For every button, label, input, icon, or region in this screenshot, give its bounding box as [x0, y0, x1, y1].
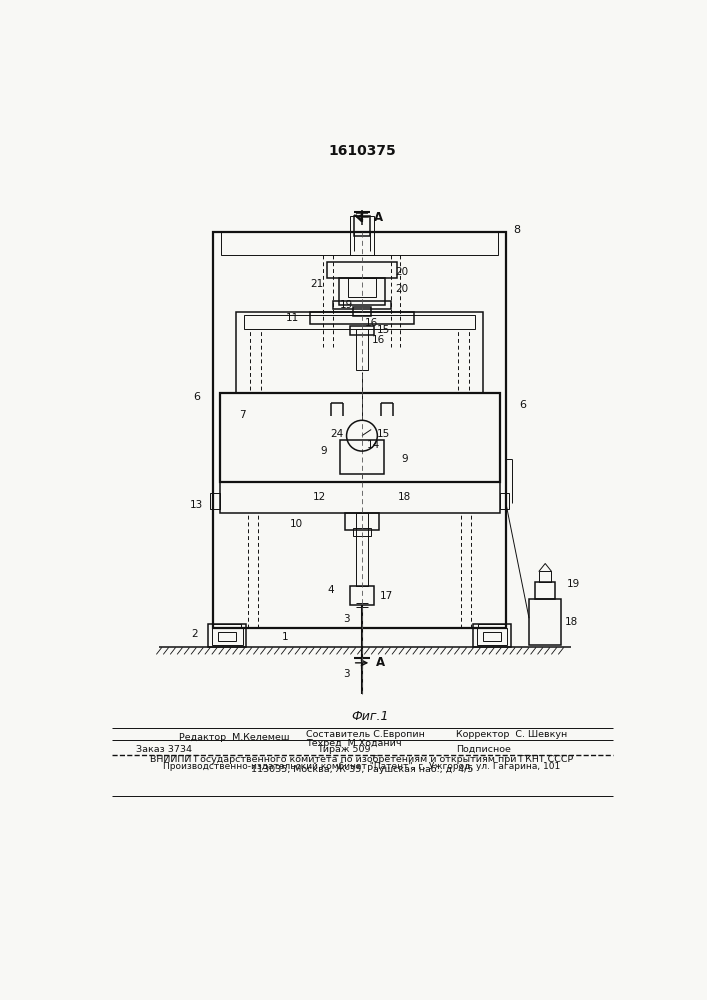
Text: Заказ 3734: Заказ 3734: [136, 745, 192, 754]
Bar: [348, 278, 376, 297]
Bar: [473, 624, 511, 647]
Text: Тираж 509: Тираж 509: [317, 745, 370, 754]
Text: Составитель С.Европин: Составитель С.Европин: [305, 730, 425, 739]
Text: 7: 7: [239, 410, 246, 420]
Text: 9: 9: [320, 446, 327, 456]
Text: 11: 11: [286, 313, 299, 323]
Bar: [345, 513, 379, 530]
Bar: [244, 315, 475, 329]
Text: 9: 9: [401, 454, 408, 464]
Text: 1: 1: [281, 632, 288, 642]
Text: 15: 15: [377, 325, 390, 335]
Bar: [221, 232, 498, 255]
Text: Техред  М.Ходанич: Техред М.Ходанич: [305, 739, 402, 748]
Text: 4: 4: [328, 585, 334, 595]
Text: 10: 10: [290, 519, 303, 529]
Bar: [214, 232, 506, 628]
Text: Редактор  М.Келемеш: Редактор М.Келемеш: [179, 733, 289, 742]
Text: 15: 15: [377, 429, 390, 439]
Text: 17: 17: [380, 591, 393, 601]
Bar: [356, 513, 368, 586]
Text: ВНИИПИ Государственного комитета по изобретениям и открытиям при ГКНТ СССР: ВНИИПИ Государственного комитета по изоб…: [151, 755, 573, 764]
Bar: [208, 624, 247, 647]
Text: 113035, Москва, Ж-35, Раушская наб., д. 4/5: 113035, Москва, Ж-35, Раушская наб., д. …: [251, 765, 473, 774]
Bar: [354, 216, 370, 235]
Bar: [539, 571, 551, 582]
Text: 20: 20: [395, 267, 409, 277]
Bar: [210, 493, 219, 509]
Text: 6: 6: [520, 400, 527, 410]
Bar: [333, 301, 391, 309]
Bar: [214, 624, 241, 628]
Bar: [356, 329, 368, 370]
Bar: [353, 307, 371, 316]
Bar: [353, 528, 371, 536]
Text: 1610375: 1610375: [328, 144, 396, 158]
Text: A: A: [374, 211, 383, 224]
Text: 12: 12: [313, 492, 326, 502]
Text: 24: 24: [331, 429, 344, 439]
Bar: [212, 628, 243, 645]
Text: 8: 8: [513, 225, 520, 235]
Text: Корректор  С. Шевкун: Корректор С. Шевкун: [456, 730, 567, 739]
Text: 19: 19: [567, 579, 580, 589]
Text: 13: 13: [189, 500, 203, 510]
Bar: [483, 632, 501, 641]
Bar: [350, 326, 374, 335]
Bar: [351, 586, 373, 605]
Bar: [478, 624, 506, 628]
Text: 20: 20: [395, 284, 409, 294]
Bar: [500, 493, 509, 509]
Text: 16: 16: [373, 335, 385, 345]
Text: 19: 19: [340, 300, 354, 310]
Bar: [477, 628, 508, 645]
Text: 3: 3: [343, 669, 350, 679]
Bar: [236, 312, 483, 393]
Text: 18: 18: [565, 617, 578, 627]
Text: 6: 6: [193, 392, 200, 402]
Text: 16: 16: [365, 318, 378, 328]
Text: Подписное: Подписное: [456, 745, 510, 754]
Bar: [310, 312, 414, 324]
Bar: [219, 482, 500, 513]
Text: 3: 3: [343, 614, 350, 624]
Bar: [339, 278, 385, 305]
Bar: [218, 632, 236, 641]
Bar: [219, 393, 500, 482]
Text: 18: 18: [397, 492, 411, 502]
Bar: [350, 216, 374, 255]
Text: 21: 21: [310, 279, 324, 289]
Text: A: A: [376, 656, 385, 669]
Text: Фиг.1: Фиг.1: [351, 710, 388, 723]
Bar: [327, 262, 397, 278]
Text: 14: 14: [367, 440, 380, 450]
Bar: [535, 582, 555, 599]
Text: 2: 2: [192, 629, 198, 639]
Bar: [340, 440, 383, 474]
Bar: [529, 599, 561, 645]
Text: Производственно-издательский комбинат "Патент", г. Ужгород, ул. Гагарина, 101: Производственно-издательский комбинат "П…: [163, 762, 561, 771]
